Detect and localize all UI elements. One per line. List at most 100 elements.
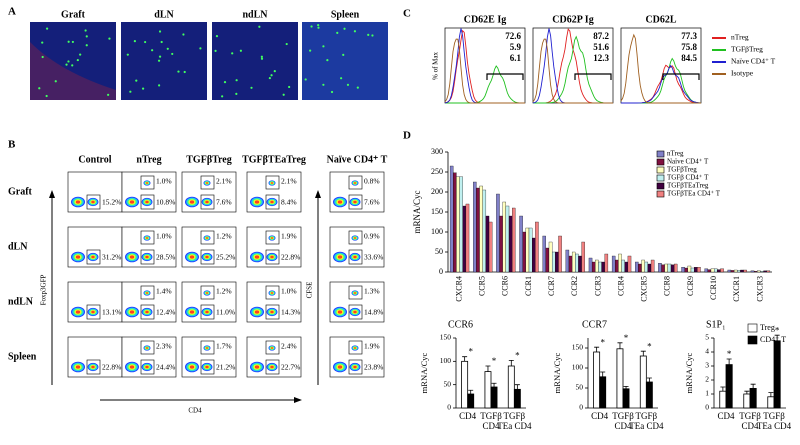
density-contour xyxy=(205,292,209,294)
density-contour xyxy=(189,200,195,204)
error-bar xyxy=(600,371,606,377)
legend-swatch xyxy=(656,182,665,190)
y-axis-label: mRNA/Cyc xyxy=(684,352,694,393)
gate-percent: 0.8% xyxy=(364,177,380,186)
micrograph-cell xyxy=(235,79,238,82)
gate xyxy=(265,194,280,210)
y-tick-label: 0 xyxy=(447,403,451,412)
density-contour xyxy=(145,200,149,204)
column-header: nTreg xyxy=(136,154,161,165)
micrograph-cell xyxy=(273,70,276,73)
micrograph-cell xyxy=(144,40,147,44)
category-label-box: TGFβ CD4 xyxy=(480,411,502,431)
bar xyxy=(488,221,493,273)
significance-mark: * xyxy=(600,337,605,347)
bar xyxy=(532,237,536,273)
gate xyxy=(140,340,155,355)
density-contour xyxy=(145,292,149,294)
micrograph-cell xyxy=(322,83,325,86)
error-bar xyxy=(774,334,780,341)
density-contour xyxy=(205,365,209,369)
bar xyxy=(558,235,562,273)
error-bar xyxy=(485,365,491,372)
bar xyxy=(647,263,652,273)
bar xyxy=(461,360,469,409)
gate xyxy=(348,175,363,190)
density-contour xyxy=(145,182,149,184)
bar xyxy=(542,235,546,273)
micrograph-cell xyxy=(65,63,68,66)
category-label-box: TGFβ TEa CD4 xyxy=(629,411,663,431)
density-contour xyxy=(270,347,274,349)
gate-bracket xyxy=(486,73,524,80)
legend-swatch xyxy=(656,174,665,182)
gate xyxy=(140,249,155,265)
bar xyxy=(717,269,721,273)
chart-title: CCR7 xyxy=(582,319,607,330)
column-header: Naïve CD4⁺ T xyxy=(327,154,388,165)
x-tick-label: CCR6 xyxy=(501,276,510,296)
micrograph-cell xyxy=(340,77,343,80)
micrograph-cell xyxy=(353,30,357,33)
bar xyxy=(598,261,602,273)
bar xyxy=(535,221,539,273)
gate-bracket xyxy=(662,73,700,80)
micrograph-cell xyxy=(71,40,74,44)
gate-percent: 22.8% xyxy=(102,363,121,372)
micrograph-cell xyxy=(215,35,219,38)
significance-mark: * xyxy=(647,341,652,351)
bar xyxy=(578,255,582,273)
legend-swatch xyxy=(747,323,758,333)
bar xyxy=(661,264,665,273)
density-contour xyxy=(205,347,209,349)
y-tick-label: 5 xyxy=(705,333,709,342)
density-contour xyxy=(129,310,135,314)
error-bar xyxy=(514,384,520,390)
micrograph-cell xyxy=(71,64,74,67)
micrograph-cell xyxy=(250,86,253,89)
gate-percent: 2.3% xyxy=(156,342,172,351)
legend-swatch xyxy=(747,335,758,345)
gate-percent: 33.6% xyxy=(364,253,383,262)
bar xyxy=(749,387,757,409)
gate-percent: 12.4% xyxy=(156,308,175,317)
micrograph xyxy=(121,22,207,100)
micrograph-cell xyxy=(322,45,325,48)
legend-label: CD4⁺ T xyxy=(760,335,786,344)
micrograph-cell xyxy=(221,95,224,98)
gate xyxy=(140,194,155,210)
gate xyxy=(265,304,280,320)
gate-percent: 11.0% xyxy=(216,308,235,317)
micrograph-cell xyxy=(330,90,334,94)
gate-percent: 1.9% xyxy=(281,232,297,241)
x-tick-label: TGFβ CD4 xyxy=(739,411,761,431)
density-contour xyxy=(353,292,357,294)
gate-percent: 2.1% xyxy=(216,177,232,186)
micrograph-cell xyxy=(158,84,161,87)
density-contour xyxy=(145,255,149,259)
y-tick-label: 100 xyxy=(572,363,584,372)
error-bar xyxy=(468,389,474,394)
density-contour xyxy=(91,255,95,259)
bar xyxy=(611,255,616,273)
gate xyxy=(86,304,101,320)
micrograph-cell xyxy=(310,25,313,28)
x-tick-label: CXCR1 xyxy=(732,276,741,302)
error-bar xyxy=(508,360,514,366)
legend-swatch xyxy=(656,190,665,198)
bar xyxy=(525,227,530,273)
bar xyxy=(667,263,672,273)
gate-percent: 24.4% xyxy=(156,363,175,372)
density-contour xyxy=(145,310,149,314)
y-tick-label: 200 xyxy=(431,187,443,196)
bar xyxy=(490,386,498,409)
gate-value: 51.6 xyxy=(593,42,609,52)
y-tick-label: 50 xyxy=(444,379,452,388)
x-tick-label: CCR4 xyxy=(616,276,625,296)
significance-mark: * xyxy=(727,349,732,359)
arrow-head xyxy=(49,190,55,198)
category-label-box: TGFβ CD4 xyxy=(739,411,761,431)
bar xyxy=(484,371,492,409)
bar xyxy=(595,259,599,273)
